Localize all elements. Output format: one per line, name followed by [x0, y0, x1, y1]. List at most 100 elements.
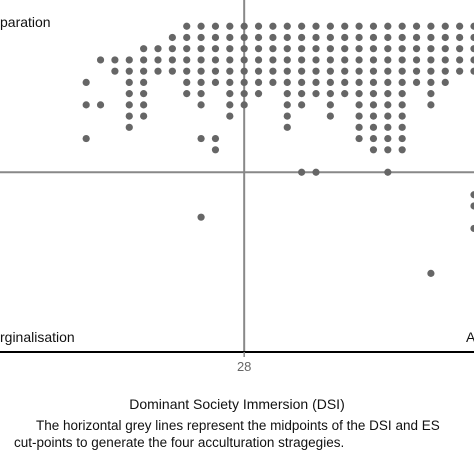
data-point	[140, 101, 148, 109]
data-point	[226, 22, 234, 30]
data-point	[355, 134, 363, 143]
data-point	[341, 67, 349, 75]
data-point	[283, 101, 291, 109]
data-point	[197, 78, 205, 86]
data-point	[226, 33, 234, 42]
data-point	[326, 112, 334, 120]
x-axis: 28	[0, 351, 474, 374]
data-point	[226, 56, 234, 64]
data-point	[355, 22, 363, 30]
data-point	[326, 78, 334, 86]
data-point	[254, 56, 263, 64]
data-point	[470, 22, 474, 30]
data-point	[226, 78, 234, 86]
x-tick-label: 28	[237, 359, 251, 374]
data-point	[211, 78, 220, 86]
data-point	[226, 112, 234, 120]
data-point	[312, 56, 320, 64]
data-point	[355, 67, 363, 75]
data-point	[197, 101, 205, 109]
data-point	[427, 90, 435, 98]
data-point	[140, 90, 148, 98]
data-point	[125, 90, 133, 98]
data-point	[384, 67, 392, 75]
data-point	[427, 67, 435, 75]
data-point	[197, 213, 205, 221]
data-point	[140, 56, 148, 64]
data-point	[384, 45, 392, 53]
data-point	[197, 67, 205, 75]
data-point	[470, 33, 474, 42]
data-point	[355, 33, 363, 42]
data-point	[341, 22, 349, 30]
data-point	[269, 33, 277, 42]
data-point	[412, 56, 421, 64]
data-point	[197, 134, 205, 143]
data-point	[283, 45, 291, 53]
data-point	[211, 22, 220, 30]
data-point	[211, 67, 220, 75]
data-point	[82, 101, 90, 109]
data-point	[183, 78, 191, 86]
data-point	[298, 33, 306, 42]
data-point	[398, 112, 406, 120]
data-point	[384, 90, 392, 98]
data-point	[398, 101, 406, 109]
data-point	[456, 67, 464, 75]
data-point	[398, 90, 406, 98]
data-point	[269, 67, 277, 75]
data-point	[283, 78, 291, 86]
data-point	[470, 191, 474, 199]
data-point	[240, 90, 248, 98]
data-point	[427, 33, 435, 42]
data-point	[211, 56, 220, 64]
data-point	[312, 33, 320, 42]
data-point	[398, 33, 406, 42]
data-point	[183, 33, 191, 42]
data-point	[125, 112, 133, 120]
data-point	[111, 67, 119, 75]
data-point	[125, 56, 133, 64]
data-point	[168, 67, 176, 75]
data-point	[125, 78, 133, 86]
data-point	[427, 101, 435, 109]
data-point	[312, 67, 320, 75]
data-point	[355, 90, 363, 98]
data-point	[254, 78, 263, 86]
data-point	[283, 22, 291, 30]
data-point	[355, 45, 363, 53]
data-point	[269, 45, 277, 53]
figure-caption-line-1: The horizontal grey lines represent the …	[36, 418, 440, 433]
data-point	[369, 112, 378, 120]
data-point	[298, 78, 306, 86]
data-point	[355, 123, 363, 131]
data-point	[369, 67, 378, 75]
data-point	[298, 22, 306, 30]
data-point	[183, 56, 191, 64]
data-point	[140, 78, 148, 86]
data-point	[326, 67, 334, 75]
data-point	[412, 45, 421, 53]
data-point	[398, 45, 406, 53]
data-point	[369, 123, 378, 131]
data-point	[369, 134, 378, 143]
data-point	[470, 45, 474, 53]
data-point	[441, 78, 449, 86]
data-point	[312, 22, 320, 30]
data-point	[369, 146, 378, 154]
data-point	[326, 22, 334, 30]
data-point	[312, 90, 320, 98]
data-point	[183, 22, 191, 30]
data-point	[283, 33, 291, 42]
quadrant-label-separation: paration	[0, 14, 51, 30]
data-point	[140, 112, 148, 120]
data-point	[125, 123, 133, 131]
data-point	[427, 56, 435, 64]
data-point	[226, 90, 234, 98]
data-point	[341, 56, 349, 64]
data-point	[283, 90, 291, 98]
data-point	[369, 45, 378, 53]
data-point	[197, 56, 205, 64]
data-point	[441, 45, 449, 53]
data-point	[369, 33, 378, 42]
